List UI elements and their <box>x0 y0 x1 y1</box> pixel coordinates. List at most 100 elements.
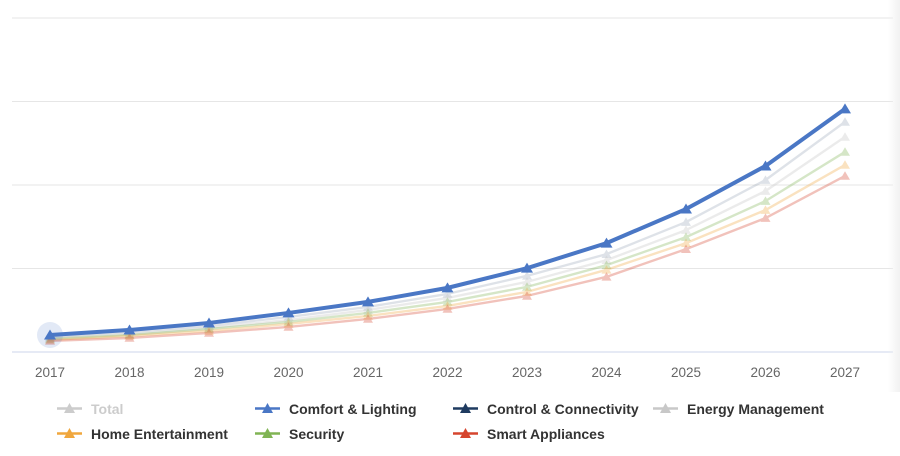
chart-legend: Total Comfort & Lighting Control & Connect… <box>57 398 824 444</box>
data-point-marker <box>283 315 294 324</box>
data-point-marker <box>442 293 453 302</box>
data-point-marker <box>681 225 691 234</box>
data-point-marker <box>204 324 214 333</box>
data-point-marker <box>45 335 55 344</box>
series-line <box>48 150 847 341</box>
data-point-marker <box>522 287 532 296</box>
data-point-marker <box>442 304 453 313</box>
legend-item-smart-appliances[interactable]: Smart Appliances <box>453 423 653 444</box>
series-line <box>48 120 847 339</box>
data-point-marker <box>601 260 612 269</box>
data-point-marker <box>282 307 295 318</box>
series-line <box>48 135 847 340</box>
data-point-marker <box>840 117 850 126</box>
series-control-connectivity[interactable] <box>45 117 850 341</box>
data-point-marker <box>601 272 612 281</box>
x-axis-label: 2024 <box>591 365 622 380</box>
data-point-marker <box>760 213 771 222</box>
chart-plot-area[interactable]: 2017 2018 2019 2020 2021 2022 2023 2024 2025 2026… <box>0 0 900 392</box>
data-point-marker <box>760 186 771 195</box>
legend-marker-total-icon <box>57 403 82 413</box>
data-point-marker <box>840 160 850 169</box>
data-point-marker <box>442 301 453 310</box>
x-axis-label: 2020 <box>273 365 303 380</box>
data-point-marker <box>204 326 214 335</box>
legend-label: Comfort & Lighting <box>289 400 417 417</box>
data-point-marker <box>522 277 532 286</box>
series-security[interactable] <box>45 147 850 343</box>
data-point-marker <box>681 232 691 241</box>
x-axis-label: 2026 <box>750 365 780 380</box>
legend-marker-home-entertainment-icon <box>57 428 82 438</box>
data-point-marker <box>681 238 691 247</box>
data-point-marker <box>442 297 453 306</box>
series-line <box>48 163 847 342</box>
legend-item-control-connectivity[interactable]: Control & Connectivity <box>453 398 653 419</box>
data-point-marker <box>363 305 373 314</box>
data-point-marker <box>363 311 373 320</box>
data-point-marker <box>681 217 691 226</box>
data-point-marker <box>601 265 612 274</box>
data-point-marker <box>681 244 691 253</box>
data-point-marker <box>840 132 850 141</box>
legend-label: Energy Management <box>687 400 824 417</box>
series-smart-appliances[interactable] <box>45 171 850 345</box>
legend-spacer <box>653 423 824 444</box>
legend-marker-control-connectivity-icon <box>453 403 478 413</box>
x-axis-label: 2018 <box>114 365 144 380</box>
legend-item-total[interactable]: Total <box>57 398 255 419</box>
data-point-marker <box>840 147 850 156</box>
data-point-marker <box>363 314 373 323</box>
data-point-marker <box>124 331 135 340</box>
data-point-marker <box>601 255 612 264</box>
data-point-marker <box>760 196 771 205</box>
data-point-marker <box>441 282 454 293</box>
series-comfort-lighting[interactable] <box>37 103 851 348</box>
data-point-marker <box>204 328 214 337</box>
data-point-marker <box>522 271 532 280</box>
data-point-marker <box>362 296 374 307</box>
data-point-marker <box>44 329 56 340</box>
x-axis-label: 2022 <box>432 365 462 380</box>
data-point-marker <box>45 336 55 345</box>
data-point-marker <box>601 249 612 258</box>
data-point-marker <box>442 289 453 298</box>
x-axis-label: 2025 <box>671 365 701 380</box>
data-point-marker <box>840 171 850 180</box>
data-point-marker <box>600 237 613 248</box>
x-axis-label: 2021 <box>353 365 383 380</box>
x-axis-label: 2017 <box>35 365 65 380</box>
data-point-marker <box>283 319 294 328</box>
data-point-marker <box>363 302 373 311</box>
data-point-marker <box>839 103 851 114</box>
legend-label: Control & Connectivity <box>487 400 639 417</box>
series-home-entertainment[interactable] <box>45 160 850 344</box>
x-axis-label: 2023 <box>512 365 542 380</box>
data-point-marker <box>522 282 532 291</box>
legend-item-security[interactable]: Security <box>255 423 453 444</box>
legend-marker-comfort-lighting-icon <box>255 403 280 413</box>
legend-item-comfort-lighting[interactable]: Comfort & Lighting <box>255 398 453 419</box>
legend-item-energy-management[interactable]: Energy Management <box>653 398 824 419</box>
legend-marker-security-icon <box>255 428 280 438</box>
legend-label: Smart Appliances <box>487 425 605 442</box>
data-point-marker <box>522 291 532 300</box>
legend-item-home-entertainment[interactable]: Home Entertainment <box>57 423 255 444</box>
data-point-marker <box>759 160 772 171</box>
legend-marker-smart-appliances-icon <box>453 428 478 438</box>
data-point-marker <box>283 322 294 331</box>
data-point-marker <box>124 330 135 339</box>
x-axis-label: 2027 <box>830 365 860 380</box>
data-point-marker <box>123 324 136 335</box>
data-point-marker <box>283 317 294 326</box>
data-point-marker <box>760 175 771 184</box>
data-point-marker <box>124 333 135 342</box>
data-point-marker <box>204 323 214 332</box>
legend-label: Home Entertainment <box>91 425 228 442</box>
data-point-marker <box>521 262 533 273</box>
data-point-marker <box>203 317 215 328</box>
legend-label: Security <box>289 425 345 442</box>
legend-marker-energy-management-icon <box>653 403 678 413</box>
series-line <box>48 174 847 343</box>
